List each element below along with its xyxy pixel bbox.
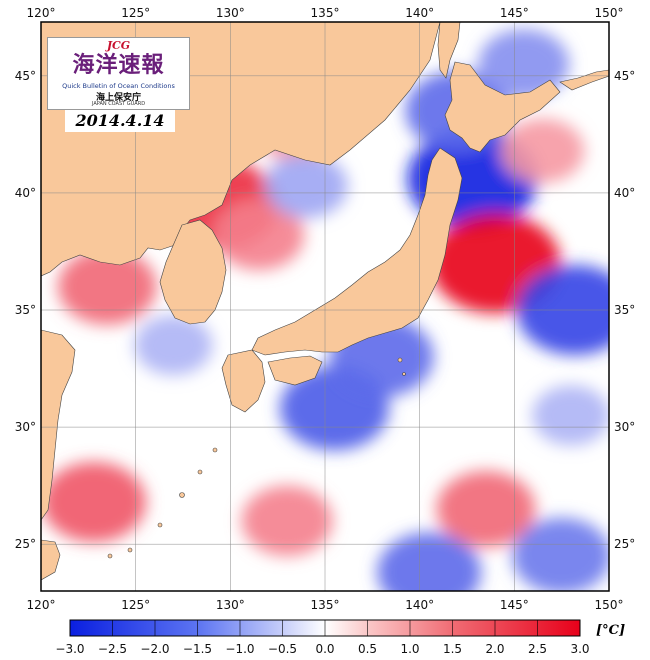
lat-tick-right: 25° xyxy=(614,537,635,551)
anomaly-southeast-cold xyxy=(512,517,609,591)
colorbar-tick-label: −2.0 xyxy=(140,642,169,656)
ryukyu-island xyxy=(179,492,185,498)
lon-tick-top: 145° xyxy=(500,6,529,20)
ryukyu-island xyxy=(107,553,113,559)
shikoku xyxy=(267,355,323,386)
colorbar-tick-label: −1.5 xyxy=(183,642,212,656)
lon-tick-bottom: 130° xyxy=(216,598,245,612)
lat-tick-right: 35° xyxy=(614,303,635,317)
anomaly-kyushu-cold xyxy=(134,315,213,376)
korean-peninsula xyxy=(159,219,227,325)
china-coast xyxy=(41,329,76,521)
lat-tick-right: 30° xyxy=(614,420,635,434)
anomaly-south-cold xyxy=(377,532,482,591)
anomaly-yellow-sea-warm xyxy=(57,248,157,325)
logo-mark: JCG xyxy=(106,39,131,52)
lat-tick-left: 25° xyxy=(15,537,36,551)
colorbar-ticks: −3.0 −2.5 −2.0 −1.5 −1.0 −0.5 0.0 0.5 1.0 1.5 2.0 2… xyxy=(55,620,590,656)
colorbar-tick-label: 0.0 xyxy=(315,642,334,656)
tick-labels: 120° 120° 125° 125° 130° 130° 135° 135° 140° 140°… xyxy=(15,6,636,612)
graticule xyxy=(41,22,609,591)
kuril-islands xyxy=(559,69,609,91)
lon-tick-bottom: 125° xyxy=(121,598,150,612)
anomaly-hokkaido-east-warm xyxy=(501,118,585,183)
lon-tick-bottom: 135° xyxy=(311,598,340,612)
ryukyu-island xyxy=(197,469,203,475)
lat-tick-right: 45° xyxy=(614,69,635,83)
jcg-logo: JCG 海洋速報 Quick Bulletin of Ocean Conditi… xyxy=(47,37,190,110)
lat-tick-left: 35° xyxy=(15,303,36,317)
colorbar-unit: [°C] xyxy=(596,623,626,638)
anomaly-east-china-sea-warm xyxy=(42,462,147,543)
lat-tick-right: 40° xyxy=(614,186,635,200)
lon-tick-top: 140° xyxy=(405,6,434,20)
lat-tick-left: 40° xyxy=(15,186,36,200)
anomaly-sea-of-japan-cold xyxy=(264,153,348,218)
hokkaido xyxy=(444,61,561,153)
taiwan xyxy=(41,539,61,581)
anomaly-pacific-east-cold xyxy=(532,385,609,446)
lon-tick-bottom: 150° xyxy=(595,598,624,612)
ryukyu-island xyxy=(157,522,163,528)
colorbar-tick-label: −0.5 xyxy=(268,642,297,656)
map-frame xyxy=(40,21,610,592)
anomaly-ogasawara-warm xyxy=(436,471,536,548)
izu-island xyxy=(397,357,403,363)
izu-island xyxy=(402,372,406,376)
logo-title: 海洋速報 xyxy=(72,52,165,78)
colorbar-tick-label: 2.5 xyxy=(528,642,547,656)
lon-tick-top: 150° xyxy=(595,6,624,20)
logo-agency-jp: 海上保安庁 xyxy=(95,93,141,103)
ryukyu-island xyxy=(212,447,218,453)
lat-tick-left: 45° xyxy=(15,69,36,83)
colorbar-tick-label: −1.0 xyxy=(225,642,254,656)
sakhalin xyxy=(437,22,461,79)
lon-tick-bottom: 140° xyxy=(405,598,434,612)
lon-tick-bottom: 145° xyxy=(500,598,529,612)
lon-tick-top: 135° xyxy=(311,6,340,20)
kyushu xyxy=(221,349,266,413)
colorbar-tick-label: 1.0 xyxy=(400,642,419,656)
colorbar-tick-label: 0.5 xyxy=(358,642,377,656)
lon-tick-top: 125° xyxy=(121,6,150,20)
colorbar-tick-label: −3.0 xyxy=(55,642,84,656)
lon-tick-top: 130° xyxy=(216,6,245,20)
anomaly-sea-of-japan-warm xyxy=(213,200,305,271)
colorbar-tick-label: 2.0 xyxy=(485,642,504,656)
colorbar-tick-label: 3.0 xyxy=(570,642,589,656)
colorbar-tick-label: 1.5 xyxy=(443,642,462,656)
lon-tick-bottom: 120° xyxy=(27,598,56,612)
date-text: 2014.4.14 xyxy=(75,111,165,130)
lat-tick-left: 30° xyxy=(15,420,36,434)
honshu xyxy=(251,147,463,356)
logo-agency-en: JAPAN COAST GUARD xyxy=(91,101,146,107)
ryukyu-island xyxy=(127,547,133,553)
anomaly-okhotsk-cold xyxy=(478,29,570,100)
anomaly-south-warm xyxy=(241,485,333,556)
colorbar-tick-label: −2.5 xyxy=(98,642,127,656)
lon-tick-top: 120° xyxy=(27,6,56,20)
logo-subtitle: Quick Bulletin of Ocean Conditions xyxy=(62,82,175,90)
date-label: 2014.4.14 xyxy=(65,110,175,132)
